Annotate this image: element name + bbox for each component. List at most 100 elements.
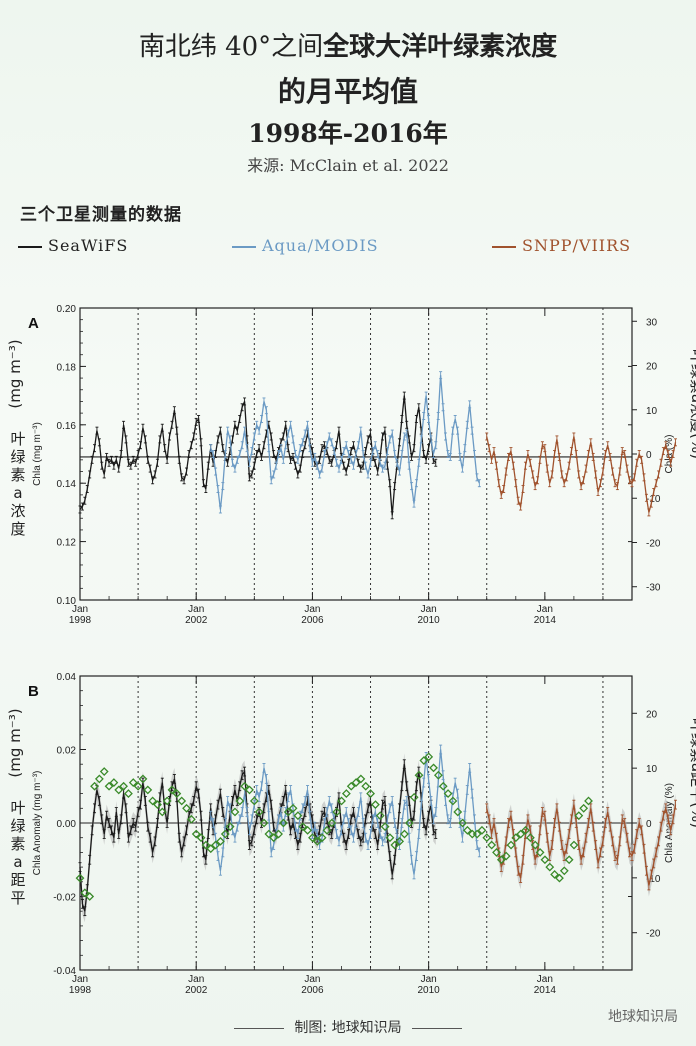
legend-line-modis <box>232 245 256 248</box>
y-axis-label-en: Chla Anomaly (mg m⁻³) <box>32 771 43 876</box>
data-point-index <box>545 862 555 872</box>
data-point-index <box>525 833 535 843</box>
data-point-index <box>240 781 250 791</box>
data-point-index <box>94 774 104 784</box>
data-point-index <box>288 803 298 813</box>
y-axis-unit-cn: (mg m⁻³) <box>6 708 24 777</box>
data-point-index <box>492 847 501 857</box>
data-point-index <box>341 789 351 799</box>
title-years: 1998年-2016年 <box>248 119 448 148</box>
data-point-index <box>569 840 579 850</box>
y2-tick-label: -20 <box>646 538 661 549</box>
data-point-index <box>182 803 191 813</box>
series-line <box>210 375 480 510</box>
data-point-index <box>448 796 458 806</box>
footer: 制图: 地球知识局 <box>0 1017 696 1037</box>
title-part-a: 南北纬 40°之间 <box>138 32 324 62</box>
x-tick-label: Jan <box>537 604 553 615</box>
x-tick-label: Jan <box>304 604 320 615</box>
y-tick-label: -0.02 <box>53 893 76 904</box>
legend-label-seawifs: SeaWiFS <box>48 236 129 255</box>
data-point-index <box>409 792 419 802</box>
title-line-1: 南北纬 40°之间全球大洋叶绿素浓度 <box>0 26 696 63</box>
data-point-index <box>535 847 545 857</box>
data-point-index <box>274 829 283 839</box>
data-point-index <box>579 803 589 813</box>
y2-axis-label-cn: 叶绿素a距平(%) <box>688 718 696 828</box>
data-point-index <box>550 870 560 879</box>
x-tick-year: 2010 <box>418 615 441 626</box>
data-point-index <box>346 781 356 791</box>
y-tick-label: 0.00 <box>57 819 77 830</box>
y-tick-label: 0.04 <box>57 672 77 683</box>
data-point-index <box>298 822 308 832</box>
data-point-index <box>85 892 95 901</box>
y-tick-label: 0.16 <box>57 421 77 432</box>
data-point-index <box>337 796 346 806</box>
x-tick-label: Jan <box>188 604 204 615</box>
legend-seawifs: SeaWiFS <box>18 236 128 255</box>
footer-dash-right <box>411 1027 462 1029</box>
data-point-index <box>254 807 264 817</box>
data-point-index <box>259 818 269 828</box>
legend-label-modis: Aqua/MODIS <box>262 236 379 255</box>
title-part-b: 全球大洋叶绿素浓度 <box>323 32 558 62</box>
x-tick-year: 2002 <box>185 615 208 626</box>
data-point-index <box>90 781 99 791</box>
data-point-index <box>317 833 327 843</box>
y-axis-label-cn: 叶绿素 a 距平 <box>10 799 25 907</box>
x-tick-year: 2014 <box>534 985 557 996</box>
data-point-index <box>559 866 569 876</box>
footer-dash-left <box>234 1027 285 1029</box>
y2-tick-label: 0 <box>646 450 652 461</box>
data-point-index <box>400 829 409 839</box>
data-point-index <box>269 833 279 843</box>
data-point-index <box>472 829 482 839</box>
data-point-index <box>230 807 240 817</box>
legend-line-seawifs <box>18 245 42 248</box>
series-line <box>210 749 481 875</box>
data-point-index <box>385 833 395 843</box>
x-tick-year: 2014 <box>534 615 557 626</box>
data-point-index <box>521 825 530 835</box>
data-point-index <box>530 840 540 850</box>
y-tick-label: 0.02 <box>57 746 77 757</box>
data-point-index <box>443 789 453 799</box>
y-tick-label: 0.20 <box>57 304 77 315</box>
data-point-index <box>424 752 434 762</box>
x-tick-year: 1998 <box>69 615 92 626</box>
data-point-index <box>308 833 317 843</box>
source-credit: 来源: McClain et al. 2022 <box>247 156 449 175</box>
data-point-index <box>458 818 468 828</box>
panel-A: A 0.10 0.12 0.14 0.16 0.18 0.20 -30 -20 -10 0 10 20 3… <box>6 304 696 626</box>
data-point-index <box>501 851 511 861</box>
data-point-index <box>584 796 593 806</box>
data-point-index <box>395 836 405 846</box>
data-point-index <box>119 781 129 791</box>
panel-label: A <box>28 315 39 332</box>
data-point-index <box>361 781 371 791</box>
series-line <box>79 764 437 912</box>
data-point-index <box>322 825 332 835</box>
data-point-index <box>249 796 259 806</box>
x-tick-year: 2010 <box>418 985 441 996</box>
data-point-index <box>133 781 143 791</box>
x-tick-label: Jan <box>421 974 437 985</box>
data-point-index <box>375 811 385 821</box>
data-point-index <box>429 763 438 773</box>
x-tick-label: Jan <box>72 974 88 985</box>
series-snpp-viirs <box>485 432 678 517</box>
y-tick-label: 0.18 <box>57 362 77 373</box>
data-point-index <box>162 796 172 806</box>
data-point-index <box>511 833 521 843</box>
data-point-index <box>482 833 492 843</box>
series-aqua-modis <box>209 744 481 880</box>
x-tick-year: 2002 <box>185 985 208 996</box>
data-point-index <box>80 888 90 898</box>
y2-tick-label: -10 <box>646 874 661 885</box>
data-point-index <box>157 807 167 817</box>
y-tick-label: 0.10 <box>57 596 77 607</box>
data-point-index <box>433 770 443 780</box>
data-point-index <box>496 855 506 865</box>
data-point-index <box>128 778 138 787</box>
